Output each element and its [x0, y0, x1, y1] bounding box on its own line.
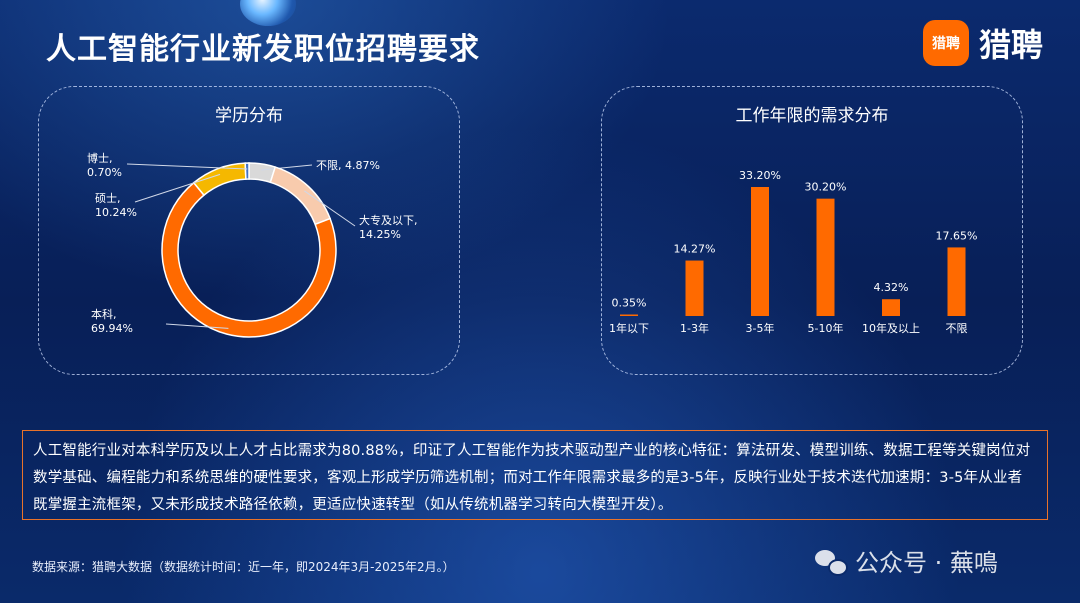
- donut-label-item-2: 本科,: [91, 307, 117, 321]
- donut-value-item-1: 14.25%: [359, 228, 401, 241]
- brand-logo: 猎聘 猎聘: [923, 20, 1043, 66]
- watermark: 公众号 · 蕪鳴: [815, 543, 998, 578]
- watermark-text: 公众号 · 蕪鳴: [855, 549, 998, 577]
- education-chart-title: 学历分布: [215, 106, 283, 126]
- bar-value-label-0: 0.35%: [612, 297, 647, 310]
- summary-box: 人工智能行业对本科学历及以上人才占比需求为80.88%，印证了人工智能作为技术驱…: [22, 430, 1048, 520]
- bar-category-label-3: 5-10年: [808, 321, 844, 335]
- decorative-bubble: [240, 0, 296, 26]
- page-title: 人工智能行业新发职位招聘要求: [46, 32, 480, 67]
- bar-category-label-5: 不限: [946, 322, 968, 335]
- experience-bar-chart: 0.35% 1年以下 14.27% 1-3年 33.20% 3-5年 30.20% 5-10年…: [609, 169, 978, 335]
- donut-value-item-2: 69.94%: [91, 322, 133, 335]
- experience-panel: 工作年限的需求分布 0.35% 1年以下 14.27% 1-3年 33.20% 3-5年 3…: [601, 86, 1023, 375]
- donut-slice-item-2: [161, 181, 337, 338]
- donut-label-item-3: 硕士,: [95, 192, 121, 205]
- bar-2: [751, 186, 769, 316]
- leader-line-item-3: [134, 173, 221, 203]
- education-donut-chart: 不限, 4.87% 大专及以下,14.25% 本科,69.94% 硕士,10.24% 博…: [87, 152, 418, 338]
- donut-slice-item-4: [244, 162, 250, 180]
- bar-value-label-1: 14.27%: [674, 243, 716, 256]
- donut-value-item-4: 0.70%: [87, 166, 122, 179]
- donut-label-item-1: 大专及以下,: [359, 213, 418, 227]
- bar-category-label-2: 3-5年: [746, 321, 775, 335]
- education-panel: 学历分布 不限, 4.87% 大专及以下, 14.25% 本科, 69.94% 硕士, 10…: [38, 86, 460, 375]
- leader-line-item-0: [261, 164, 313, 171]
- donut-label-item-0: 不限, 4.87%: [316, 159, 380, 172]
- bar-value-label-5: 17.65%: [936, 229, 978, 242]
- logo-badge: 猎聘: [923, 20, 969, 66]
- bar-category-label-0: 1年以下: [609, 321, 649, 335]
- bar-value-label-4: 4.32%: [874, 281, 909, 294]
- experience-chart-title: 工作年限的需求分布: [735, 106, 889, 126]
- donut-value-item-3: 10.24%: [95, 206, 137, 219]
- bar-0: [620, 314, 638, 316]
- bar-category-label-4: 10年及以上: [862, 321, 920, 335]
- leader-line-item-1: [304, 190, 356, 227]
- bar-3: [816, 198, 835, 316]
- bar-value-label-2: 33.20%: [739, 169, 781, 182]
- leader-line-item-4: [126, 163, 248, 170]
- bar-4: [882, 299, 900, 316]
- bar-value-label-3: 30.20%: [805, 181, 847, 194]
- wechat-icon: [815, 548, 848, 576]
- bar-1: [685, 260, 704, 316]
- bar-category-label-1: 1-3年: [680, 321, 709, 335]
- summary-text: 人工智能行业对本科学历及以上人才占比需求为80.88%，印证了人工智能作为技术驱…: [33, 443, 1031, 513]
- data-source-note: 数据来源：猎聘大数据（数据统计时间：近一年，即2024年3月-2025年2月。）: [32, 560, 455, 574]
- leader-line-item-2: [165, 323, 229, 329]
- donut-label-item-4: 博士,: [87, 152, 113, 165]
- donut-slice-item-1: [269, 166, 332, 226]
- bar-5: [947, 247, 966, 316]
- logo-text: 猎聘: [979, 26, 1044, 64]
